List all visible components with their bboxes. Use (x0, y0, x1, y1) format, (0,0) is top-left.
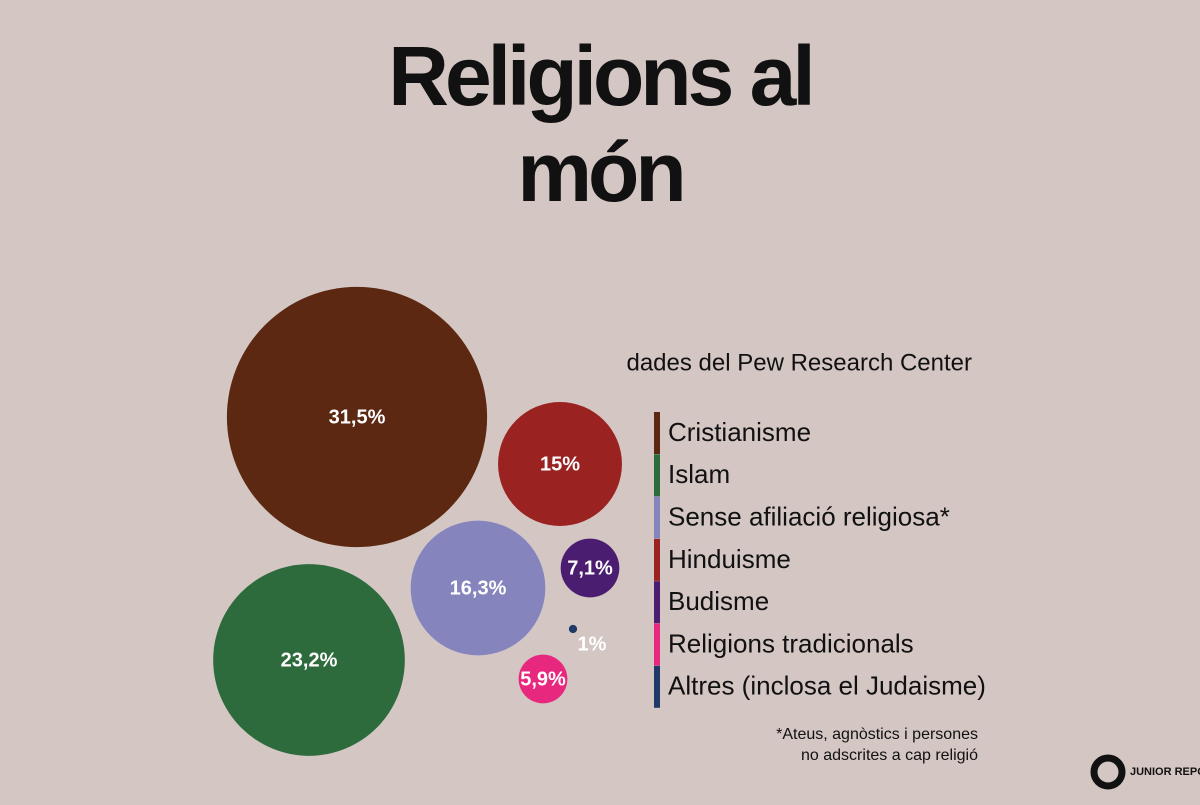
bubble (213, 564, 405, 756)
legend-label: Sense afiliació religiosa* (668, 501, 950, 531)
value-label: 23,2% (281, 649, 338, 671)
bubble (560, 538, 620, 598)
legend-swatch (654, 412, 660, 454)
bubble (226, 286, 488, 548)
bubble (410, 520, 546, 656)
legend-swatch (654, 496, 660, 539)
footnote: *Ateus, agnòstics i persones (776, 726, 978, 743)
bubble (568, 624, 578, 634)
legend-swatch (654, 623, 660, 666)
logo-icon (1090, 754, 1126, 790)
bubble (498, 402, 622, 526)
legend-label: Altres (inclosa el Judaisme) (668, 671, 986, 701)
legend-label: Islam (668, 459, 730, 489)
chart-title: Religions al món (388, 29, 815, 219)
bubble (518, 654, 568, 704)
value-label: 16,3% (450, 577, 507, 599)
logo-text: JUNIOR REPORT (1130, 766, 1200, 778)
legend-label: Hinduisme (668, 544, 791, 574)
footnote: no adscrites a cap religió (801, 747, 978, 764)
subtitle: dades del Pew Research Center (626, 349, 972, 376)
value-label: 1% (578, 633, 607, 655)
legend-swatch (654, 454, 660, 497)
legend-swatch (654, 665, 660, 708)
value-label: 15% (540, 453, 580, 475)
legend-swatch (654, 581, 660, 624)
value-label: 5,9% (520, 668, 566, 690)
legend-label: Cristianisme (668, 417, 811, 447)
legend-label: Religions tradicionals (668, 628, 914, 658)
legend-swatch (654, 538, 660, 581)
value-label: 7,1% (567, 557, 613, 579)
legend-label: Budisme (668, 586, 769, 616)
value-label: 31,5% (329, 406, 386, 428)
